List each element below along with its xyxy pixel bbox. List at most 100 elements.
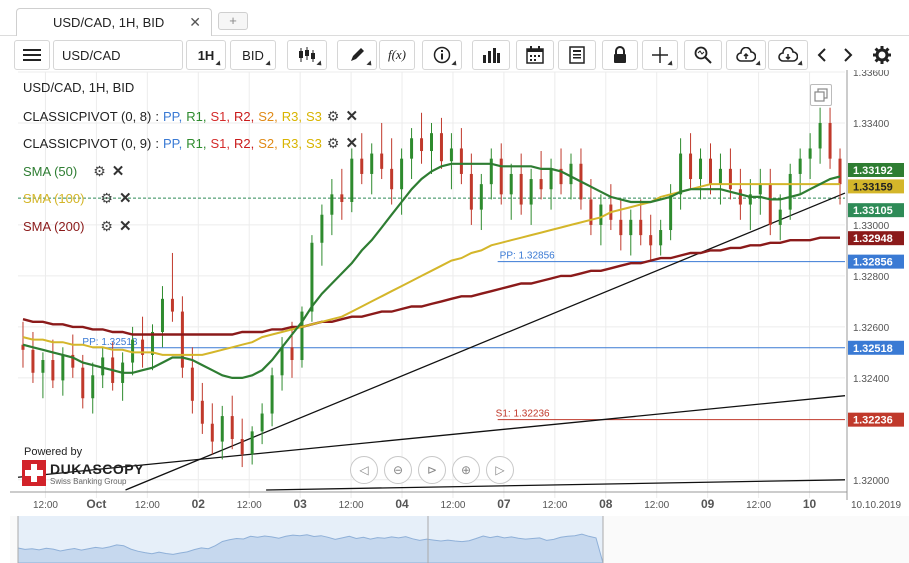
candle-body	[728, 168, 732, 190]
symbol-input[interactable]: USD/CAD	[53, 40, 183, 70]
candle-body	[788, 173, 792, 210]
close-icon[interactable]: ✕	[189, 14, 201, 30]
triangle-left-icon: ◁	[359, 463, 369, 477]
chart-title: USD/CAD, 1H, BID	[23, 80, 135, 95]
price-badge-label: 1.33105	[853, 205, 893, 217]
zoom-in-icon: ⊕	[460, 463, 472, 477]
draw-tool-button[interactable]	[337, 40, 377, 70]
level-annotation: S1: 1.32236	[496, 409, 550, 420]
level-annotation: PP: 1.32518	[82, 337, 137, 348]
settings-button[interactable]	[868, 40, 896, 70]
candle-body	[589, 199, 593, 225]
lock-button[interactable]	[602, 40, 638, 70]
candle-body	[21, 344, 25, 350]
candle-body	[61, 354, 65, 381]
chart-type-button[interactable]	[287, 40, 327, 70]
fx-label: f(x)	[387, 47, 407, 62]
lock-icon	[614, 46, 626, 63]
legend-sma-50: SMA (50) ⚙ ✕	[23, 162, 125, 181]
candle-body	[200, 400, 204, 424]
candle-body	[51, 360, 55, 381]
candle-body	[768, 184, 772, 225]
y-tick-label: 1.33000	[853, 221, 890, 232]
tab-usdcad[interactable]: USD/CAD, 1H, BID ✕	[16, 8, 212, 36]
price-badge-label: 1.33159	[853, 181, 893, 193]
candle-body	[519, 173, 523, 205]
candle-body	[738, 189, 742, 205]
zoom-out-button[interactable]: ⊖	[384, 456, 412, 484]
reset-view-button[interactable]: ⊳	[418, 456, 446, 484]
toolbar: USD/CAD 1H BID f(x)	[10, 38, 909, 70]
menu-button[interactable]	[14, 40, 50, 70]
candle-body	[778, 209, 782, 225]
gear-icon[interactable]: ⚙	[93, 162, 106, 179]
x-tick-label: 10	[803, 497, 817, 511]
indicators-button[interactable]: f(x)	[379, 40, 415, 70]
close-icon[interactable]: ✕	[118, 190, 132, 207]
chevron-right-icon	[844, 48, 853, 62]
gear-icon[interactable]: ⚙	[326, 107, 340, 124]
interval-label: 1H	[197, 47, 215, 63]
interval-button[interactable]: 1H	[186, 40, 226, 70]
candle-body	[250, 431, 254, 455]
candle-body	[180, 311, 184, 368]
zoom-out-icon: ⊖	[392, 463, 404, 477]
price-type-button[interactable]: BID	[230, 40, 276, 70]
zoom-in-button[interactable]: ⊕	[452, 456, 480, 484]
x-tick-label: 02	[192, 497, 206, 511]
close-icon[interactable]: ✕	[118, 218, 132, 235]
candle-body	[569, 163, 573, 185]
candle-body	[170, 298, 174, 312]
navigator-area	[17, 533, 604, 563]
scroll-left-button[interactable]	[808, 40, 836, 70]
close-icon[interactable]: ✕	[111, 163, 125, 180]
pivot-2-s3: S3	[306, 135, 322, 151]
gear-icon[interactable]: ⚙	[326, 134, 340, 151]
pivot-2-name: CLASSICPIVOT (0, 9)	[23, 135, 152, 151]
candle-body	[748, 194, 752, 205]
candle-body	[260, 413, 264, 432]
price-badge-label: 1.32856	[853, 257, 893, 269]
add-tab-button[interactable]: +	[218, 12, 248, 30]
gear-icon[interactable]: ⚙	[100, 217, 113, 234]
upload-button[interactable]	[726, 40, 766, 70]
report-button[interactable]	[558, 40, 596, 70]
y-tick-label: 1.32600	[853, 323, 890, 334]
candle-body	[619, 219, 623, 236]
scroll-back-button[interactable]: ◁	[350, 456, 378, 484]
close-icon[interactable]: ✕	[345, 135, 359, 152]
candle-body	[131, 339, 135, 363]
crosshair-button[interactable]	[642, 40, 678, 70]
zoom-button[interactable]	[684, 40, 722, 70]
candle-body	[380, 153, 384, 169]
candle-body	[71, 354, 75, 368]
candle-body	[41, 360, 45, 373]
candle-body	[290, 347, 294, 361]
price-type-label: BID	[242, 47, 264, 63]
download-button[interactable]	[768, 40, 808, 70]
scroll-forward-button[interactable]: ▷	[486, 456, 514, 484]
candle-body	[708, 158, 712, 185]
scroll-right-button[interactable]	[834, 40, 862, 70]
chart-area[interactable]: 1.33600 1.33400 1.33000 1.32800 1.32600 1.324…	[10, 70, 909, 563]
tab-bar: USD/CAD, 1H, BID ✕ +	[0, 0, 909, 36]
candle-body	[360, 158, 364, 174]
gear-icon[interactable]: ⚙	[100, 189, 113, 206]
candle-body	[659, 230, 663, 246]
candle-body	[370, 153, 374, 174]
tab-label: USD/CAD, 1H, BID	[53, 15, 165, 30]
candle-body	[499, 158, 503, 195]
calendar-button[interactable]	[516, 40, 554, 70]
expand-button[interactable]	[810, 84, 832, 106]
y-tick-label: 1.33400	[853, 119, 890, 130]
candle-body	[240, 439, 244, 455]
info-button[interactable]	[422, 40, 462, 70]
candle-body	[230, 416, 234, 440]
pivot-2-r1: R1,	[186, 135, 207, 151]
x-tick-label: 12:00	[237, 500, 262, 511]
candle-body	[31, 349, 35, 373]
volume-button[interactable]	[472, 40, 510, 70]
info-icon	[433, 46, 451, 64]
logo-name: DUKASCOPY	[50, 461, 144, 477]
close-icon[interactable]: ✕	[345, 108, 359, 125]
